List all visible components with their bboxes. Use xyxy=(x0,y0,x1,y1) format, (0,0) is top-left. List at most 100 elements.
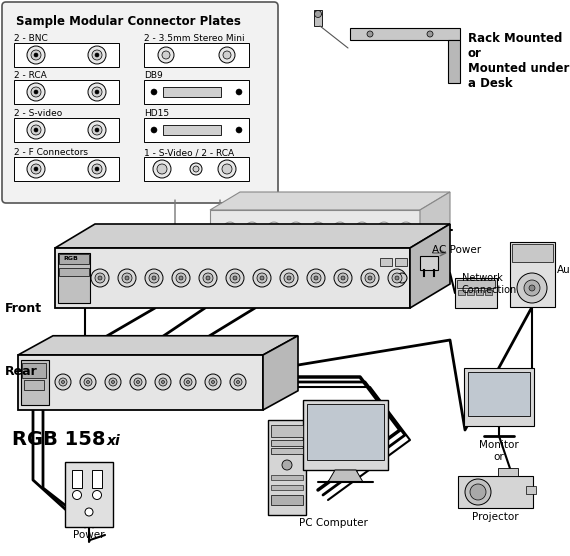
Circle shape xyxy=(209,378,217,386)
Circle shape xyxy=(134,378,142,386)
Text: Audio: Audio xyxy=(557,265,570,275)
Text: Rack Mounted
or
Mounted under
a Desk: Rack Mounted or Mounted under a Desk xyxy=(468,32,569,90)
Circle shape xyxy=(236,127,242,133)
Circle shape xyxy=(72,490,82,499)
Circle shape xyxy=(271,226,278,232)
Text: Sample Modular Connector Plates: Sample Modular Connector Plates xyxy=(16,15,241,28)
Circle shape xyxy=(361,269,379,287)
Circle shape xyxy=(27,160,45,178)
Circle shape xyxy=(80,374,96,390)
Circle shape xyxy=(193,166,199,172)
Circle shape xyxy=(223,222,237,236)
Bar xyxy=(271,440,303,446)
Circle shape xyxy=(34,167,38,171)
Circle shape xyxy=(31,87,41,97)
Circle shape xyxy=(88,160,106,178)
Circle shape xyxy=(226,269,244,287)
Circle shape xyxy=(236,89,242,95)
Circle shape xyxy=(122,273,132,283)
Bar xyxy=(307,404,384,460)
Circle shape xyxy=(176,273,186,283)
Circle shape xyxy=(315,226,321,232)
Text: Rear: Rear xyxy=(5,365,38,378)
Bar xyxy=(510,242,555,307)
Circle shape xyxy=(230,374,246,390)
Circle shape xyxy=(98,276,102,280)
Circle shape xyxy=(92,490,101,499)
Circle shape xyxy=(368,276,372,280)
Bar xyxy=(395,258,407,266)
Circle shape xyxy=(95,273,105,283)
Circle shape xyxy=(233,276,237,280)
Circle shape xyxy=(92,87,102,97)
Circle shape xyxy=(249,226,255,232)
Bar xyxy=(268,420,306,515)
Bar xyxy=(72,470,82,488)
Circle shape xyxy=(292,226,299,232)
Bar xyxy=(476,290,483,295)
Circle shape xyxy=(359,226,365,232)
Circle shape xyxy=(95,53,99,57)
Circle shape xyxy=(218,160,236,178)
Bar xyxy=(271,495,303,505)
Circle shape xyxy=(222,164,232,174)
Circle shape xyxy=(260,276,264,280)
Circle shape xyxy=(315,11,321,17)
Circle shape xyxy=(186,380,189,384)
Circle shape xyxy=(88,46,106,64)
Circle shape xyxy=(284,273,294,283)
Circle shape xyxy=(226,226,234,232)
Circle shape xyxy=(87,380,89,384)
Circle shape xyxy=(149,273,159,283)
Bar xyxy=(58,253,90,303)
Circle shape xyxy=(34,128,38,132)
Circle shape xyxy=(395,276,399,280)
Bar xyxy=(526,486,536,494)
Circle shape xyxy=(402,226,409,232)
Circle shape xyxy=(365,273,375,283)
Polygon shape xyxy=(55,224,450,248)
Circle shape xyxy=(311,273,321,283)
Bar xyxy=(420,256,438,270)
Text: RGB: RGB xyxy=(63,256,78,261)
Text: 1 - S-Video / 2 - RCA: 1 - S-Video / 2 - RCA xyxy=(144,148,234,157)
Circle shape xyxy=(223,51,231,59)
Circle shape xyxy=(85,508,93,516)
Text: PC Computer: PC Computer xyxy=(299,518,368,528)
Circle shape xyxy=(381,226,388,232)
Bar xyxy=(458,290,465,295)
Bar xyxy=(14,118,119,142)
Circle shape xyxy=(151,127,157,133)
Circle shape xyxy=(125,276,129,280)
Text: RGB 158: RGB 158 xyxy=(12,430,105,449)
Circle shape xyxy=(59,378,67,386)
Circle shape xyxy=(130,374,146,390)
Text: or: or xyxy=(494,452,504,462)
Circle shape xyxy=(145,269,163,287)
Circle shape xyxy=(172,269,190,287)
Bar xyxy=(303,400,388,470)
Text: 2 - BNC: 2 - BNC xyxy=(14,34,48,43)
Polygon shape xyxy=(350,28,460,40)
Bar xyxy=(271,485,303,490)
Circle shape xyxy=(205,374,221,390)
Bar xyxy=(92,470,102,488)
Bar xyxy=(55,248,410,308)
Circle shape xyxy=(55,374,71,390)
Bar xyxy=(144,80,249,104)
Bar xyxy=(163,125,221,135)
Circle shape xyxy=(152,276,156,280)
Circle shape xyxy=(190,163,202,175)
Circle shape xyxy=(230,273,240,283)
Circle shape xyxy=(338,273,348,283)
Circle shape xyxy=(427,31,433,37)
Circle shape xyxy=(517,273,547,303)
Circle shape xyxy=(88,121,106,139)
Circle shape xyxy=(287,276,291,280)
Text: HD15: HD15 xyxy=(144,109,169,118)
Circle shape xyxy=(355,222,369,236)
Polygon shape xyxy=(314,10,322,26)
Circle shape xyxy=(91,269,109,287)
Circle shape xyxy=(161,380,165,384)
Circle shape xyxy=(180,374,196,390)
